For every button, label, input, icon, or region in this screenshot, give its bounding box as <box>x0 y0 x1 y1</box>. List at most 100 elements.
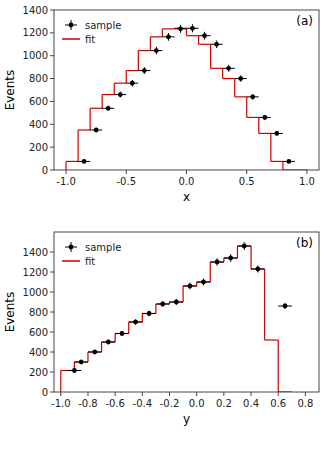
data-point <box>166 34 171 39</box>
step-bin <box>66 161 78 162</box>
data-point <box>147 311 152 316</box>
y-tick <box>50 78 54 79</box>
y-tick <box>50 372 54 373</box>
y-tick-label: 1200 <box>23 27 48 38</box>
data-point <box>255 267 260 272</box>
y-tick-label: 1000 <box>23 50 48 61</box>
step-riser <box>258 117 259 133</box>
step-riser <box>142 314 143 323</box>
x-tick-label: 0.0 <box>189 398 205 409</box>
step-riser <box>138 51 139 71</box>
y-tick-label: 1000 <box>23 287 48 298</box>
data-point <box>190 26 195 31</box>
step-bin <box>199 44 211 45</box>
x-tick <box>246 170 247 174</box>
x-tick-label: -0.2 <box>160 398 180 409</box>
x-tick-label: 0.2 <box>216 398 232 409</box>
data-point <box>106 106 111 111</box>
step-riser <box>162 29 163 37</box>
panel-label: (b) <box>296 236 313 250</box>
data-point <box>133 320 138 325</box>
y-tick <box>50 55 54 56</box>
y-tick <box>50 32 54 33</box>
x-tick <box>169 392 170 396</box>
figure: -1.0-0.50.00.51.002004006008001000120014… <box>0 0 329 461</box>
step-bin <box>126 70 138 71</box>
step-riser <box>250 246 251 269</box>
step-bin <box>78 129 90 130</box>
data-point <box>215 260 220 265</box>
x-tick <box>115 392 116 396</box>
data-point <box>92 350 97 355</box>
step-riser <box>210 262 211 282</box>
data-point <box>79 360 84 365</box>
y-tick-label: 1400 <box>23 5 48 16</box>
y-tick <box>50 332 54 333</box>
step-bin <box>235 96 247 97</box>
data-point <box>174 300 179 305</box>
panel-label: (a) <box>296 14 313 28</box>
step-riser <box>246 97 247 118</box>
data-point <box>250 94 255 99</box>
x-tick-label: 1.0 <box>299 176 315 187</box>
step-riser <box>90 108 91 130</box>
y-tick-label: 400 <box>29 347 48 358</box>
step-riser <box>210 44 211 68</box>
y-tick <box>50 170 54 171</box>
legend-label: sample <box>85 20 121 31</box>
data-point <box>201 280 206 285</box>
step-bin <box>223 78 235 79</box>
data-point <box>283 304 288 309</box>
y-tick-label: 0 <box>42 387 48 398</box>
x-tick-label: 0.8 <box>297 398 313 409</box>
x-tick <box>87 392 88 396</box>
step-bin <box>271 161 283 162</box>
data-point <box>242 244 247 249</box>
legend-label: sample <box>85 242 121 253</box>
x-tick <box>223 392 224 396</box>
step-riser <box>102 95 103 109</box>
y-tick <box>50 101 54 102</box>
x-tick-label: -0.5 <box>117 176 137 187</box>
legend: sample fit <box>62 242 121 267</box>
step-riser <box>278 340 279 392</box>
step-riser <box>60 371 61 393</box>
data-point <box>178 26 183 31</box>
x-tick-label: 0.4 <box>243 398 259 409</box>
y-tick <box>50 124 54 125</box>
x-tick <box>60 392 61 396</box>
y-tick <box>50 352 54 353</box>
y-tick-label: 600 <box>29 96 48 107</box>
step-riser <box>77 130 78 161</box>
y-tick-label: 200 <box>29 367 48 378</box>
legend-label: fit <box>85 256 95 267</box>
x-tick <box>251 392 252 396</box>
step-riser <box>101 342 102 352</box>
step-riser <box>282 161 283 170</box>
step-bin <box>187 35 199 36</box>
legend-swatch <box>62 38 80 40</box>
plot-frame <box>54 10 319 170</box>
panel: -1.0-0.50.00.51.002004006008001000120014… <box>3 5 319 205</box>
step-riser <box>155 304 156 314</box>
step-bin <box>265 339 279 340</box>
step-bin <box>278 391 292 392</box>
legend-swatch <box>69 23 74 28</box>
x-tick <box>66 170 67 174</box>
y-tick <box>50 147 54 148</box>
y-tick-label: 200 <box>29 142 48 153</box>
step-bin <box>211 68 223 69</box>
step-riser <box>114 83 115 94</box>
data-point <box>106 340 111 345</box>
step-bin <box>162 28 174 29</box>
step-bin <box>90 108 102 109</box>
step-riser <box>234 79 235 97</box>
data-point <box>187 284 192 289</box>
step-bin <box>102 94 114 95</box>
x-axis-label: x <box>183 190 190 204</box>
x-axis-label: y <box>183 412 190 426</box>
data-point <box>154 48 159 53</box>
x-tick <box>142 392 143 396</box>
x-tick-label: -0.8 <box>78 398 98 409</box>
step-riser <box>150 37 151 51</box>
